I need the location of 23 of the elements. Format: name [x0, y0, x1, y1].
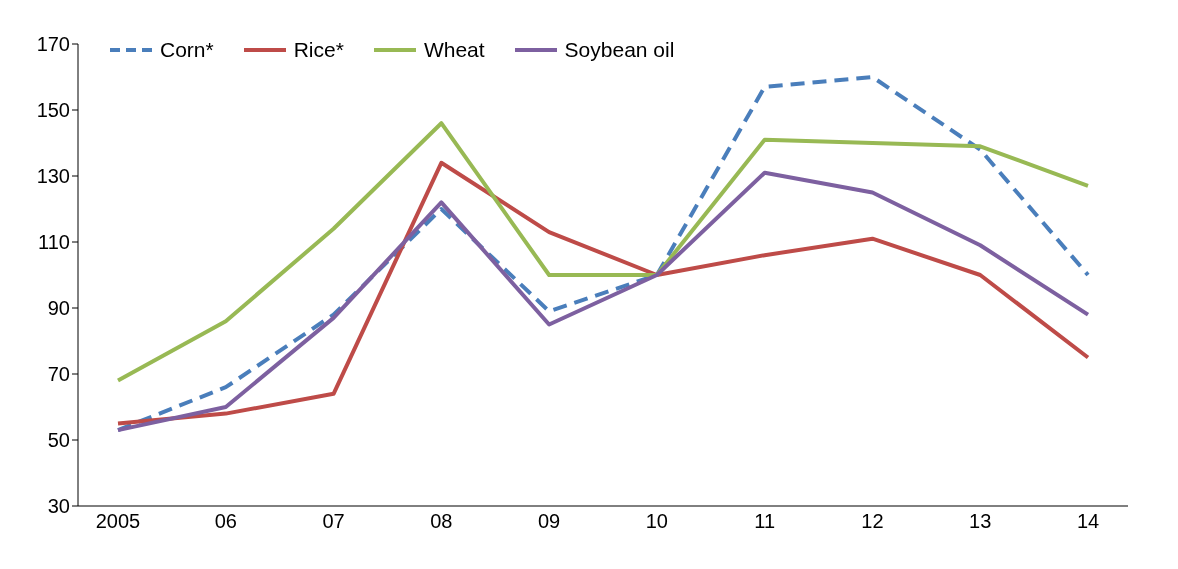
y-tick-label: 150 [36, 99, 70, 122]
x-tick-label: 14 [1076, 510, 1100, 533]
y-tick-label: 110 [38, 231, 70, 254]
x-tick-label: 10 [645, 510, 669, 533]
legend-label: Corn* [160, 38, 214, 62]
x-tick-label: 07 [322, 510, 345, 533]
x-tick-label: 06 [214, 510, 237, 533]
line-series [116, 121, 1090, 383]
y-tick-label: 130 [36, 165, 70, 188]
x-tick-label: 2005 [95, 510, 141, 533]
x-tick-label: 09 [537, 510, 561, 533]
x-tick-label: 13 [969, 510, 992, 533]
y-tick-label: 30 [47, 495, 70, 518]
y-tick-label: 170 [36, 33, 70, 56]
y-tick-label: 90 [47, 297, 70, 320]
legend-label: Wheat [423, 38, 485, 62]
y-tick-label: 50 [47, 429, 70, 452]
x-tick-label: 08 [430, 510, 453, 533]
legend-label: Rice* [293, 38, 344, 62]
x-tick-label: 12 [861, 510, 884, 533]
x-tick-label: 11 [754, 510, 776, 533]
y-tick-label: 70 [47, 363, 70, 386]
legend-label: Soybean oil [564, 38, 675, 62]
